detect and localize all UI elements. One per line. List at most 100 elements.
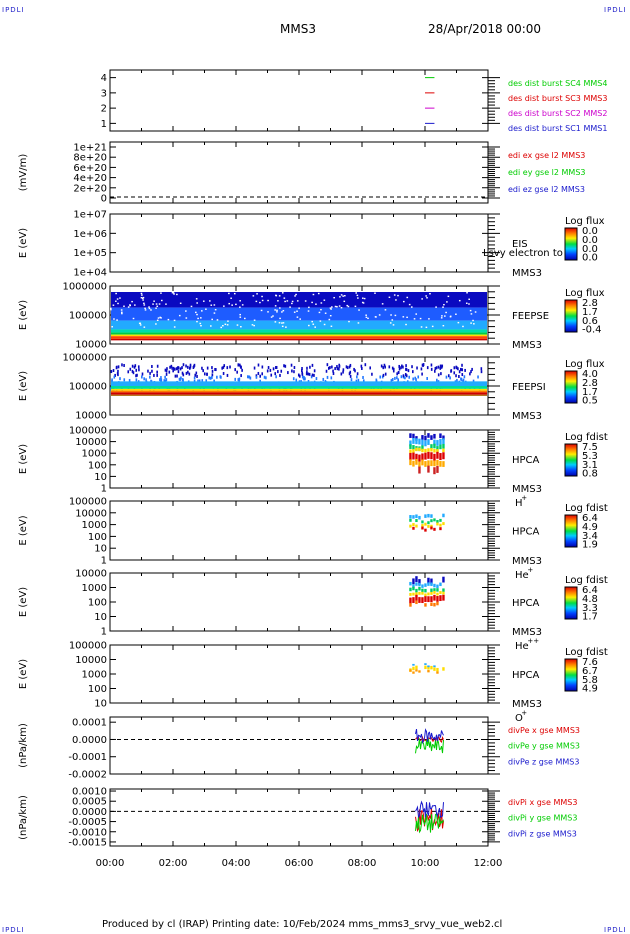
feeps-i-dot: [170, 364, 173, 368]
feeps-e-dot: [405, 323, 407, 326]
feeps-i-dot: [396, 376, 398, 380]
feeps-i-dot: [261, 372, 264, 376]
hpca-h-charge: +: [521, 494, 527, 502]
feeps-e-dot: [279, 317, 281, 320]
hpca-he2-cell: [418, 586, 421, 591]
hpca-he2-instrument: HPCA: [512, 598, 540, 609]
feeps-e-dot: [473, 323, 475, 325]
hpca-he-colorbar-tick-label: 6.4: [582, 513, 598, 524]
hpca-o-cell: [427, 665, 430, 668]
hpca-h-cell: [418, 447, 421, 452]
hpca-h-cell: [424, 435, 427, 441]
feeps-e-dot: [462, 325, 464, 328]
feeps-e-dot: [235, 303, 237, 306]
feeps-i-dot: [182, 378, 184, 382]
feeps-i-dot: [326, 375, 329, 379]
feeps-i-dot: [398, 367, 401, 371]
feeps-e-dot: [216, 319, 219, 321]
feeps-i-dot: [472, 379, 475, 383]
feeps-i-dot: [430, 363, 433, 367]
hpca-he2-cell: [436, 596, 439, 602]
hpca-he-cell: [439, 518, 442, 522]
feeps-e-band: [111, 338, 487, 341]
hpca-he2-spectrogram: [409, 576, 445, 607]
feeps-i-dot: [211, 369, 214, 373]
feeps-i-dot: [182, 373, 185, 377]
feeps-i-dot: [311, 363, 314, 367]
feeps-e-dot: [429, 293, 431, 295]
hpca-o-cell: [415, 669, 418, 672]
feeps-i-dot: [173, 367, 176, 371]
hpca-he2-cell: [424, 588, 427, 593]
feeps-i-band: [111, 381, 487, 386]
feeps-i-dot: [272, 367, 275, 371]
feeps-i-dot: [179, 377, 182, 381]
feeps-i-dot: [257, 363, 260, 367]
feeps-e-dot: [458, 299, 461, 302]
feeps-i-dot: [168, 370, 171, 374]
feeps-e-dot: [195, 311, 197, 314]
hpca-h-cell: [433, 439, 436, 446]
hpca-he2-cell: [442, 588, 445, 592]
feeps-i-dot: [400, 366, 402, 370]
feeps-i-dot: [114, 373, 116, 377]
hpca-he2-cell: [418, 597, 421, 603]
feeps-i-dot: [165, 378, 168, 382]
feeps-i-dot: [404, 372, 407, 376]
hpca-h-cell: [421, 448, 424, 453]
feeps-e-dot: [329, 315, 332, 317]
feeps-e-dot: [307, 310, 310, 312]
feeps-i-dot: [461, 373, 464, 377]
divpi-tick-label: -0.0015: [68, 837, 107, 848]
eis-tick-label: 1e+07: [73, 210, 107, 221]
feeps-i-dot: [222, 371, 225, 375]
hpca-he2-cell: [424, 583, 427, 587]
hpca-o-colorbar-tick-label: 7.6: [582, 657, 598, 668]
feeps-e-spectrogram: [110, 292, 487, 341]
feeps-i-dot: [239, 363, 241, 367]
feeps-e-dot: [431, 325, 434, 328]
hpca-he2-cell: [424, 596, 427, 602]
feeps-i-dot: [274, 372, 277, 376]
hpca-he2-cell: [433, 594, 436, 601]
feeps-i-dot: [470, 370, 472, 374]
feeps-e-dot: [155, 303, 158, 305]
corner-label-top-right: IPDLI: [604, 6, 627, 14]
feeps-e-dot: [455, 313, 457, 315]
feeps-e-dot: [442, 306, 444, 308]
feeps-i-dot: [293, 370, 295, 374]
feeps-i-dot: [187, 370, 189, 374]
feeps-e-dot: [324, 312, 327, 314]
feeps-e-dot: [323, 299, 326, 301]
feeps-e-dot: [443, 303, 445, 306]
feeps-i-dot: [332, 372, 335, 376]
feeps-e-dot: [143, 304, 146, 306]
feeps-i-dot: [284, 364, 287, 368]
feeps-e-dot: [342, 295, 344, 297]
feeps-e-band: [111, 320, 487, 330]
hpca-h-cell: [436, 459, 439, 466]
feeps-i-dot: [214, 367, 216, 371]
hpca-he2-cell: [424, 603, 427, 607]
feeps-e-dot: [415, 313, 418, 315]
feeps-e-dot: [157, 317, 160, 319]
feeps-e-dot: [155, 307, 157, 309]
feeps-e-ylabel: E (eV): [18, 300, 29, 330]
feeps-e-dot: [140, 292, 143, 295]
hpca-h-colorbar-tick-label: 5.3: [582, 451, 598, 462]
feeps-e-dot: [282, 322, 285, 324]
feeps-e-dot: [428, 318, 430, 320]
hpca-he-colorbar-tick-label: 3.4: [582, 531, 598, 542]
feeps-e-dot: [185, 317, 188, 319]
feeps-e-dot: [144, 309, 147, 311]
feeps-i-dot: [480, 370, 483, 374]
feeps-e-dot: [138, 322, 141, 325]
feeps-i-dot: [223, 364, 226, 368]
feeps-i-dot: [238, 379, 240, 383]
feeps-i-dot: [311, 373, 314, 377]
feeps-e-dot: [449, 316, 452, 318]
hpca-he2-cell: [433, 602, 436, 607]
feeps-i-dot: [313, 369, 316, 373]
hpca-he-colorbar-tick-label: 1.9: [582, 540, 598, 551]
feeps-e-dot: [363, 297, 366, 300]
